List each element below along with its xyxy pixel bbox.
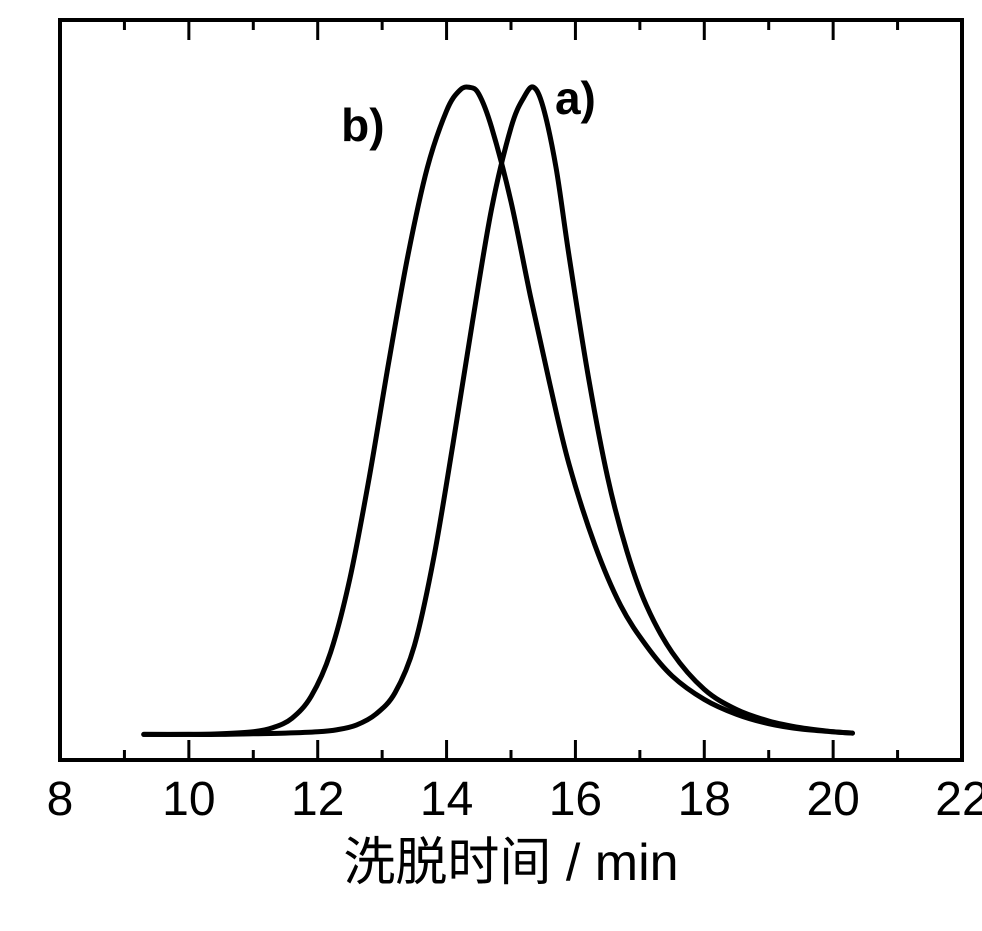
x-tick-label: 12 xyxy=(291,773,344,826)
x-tick-label: 18 xyxy=(678,773,731,826)
x-tick-label: 20 xyxy=(806,773,859,826)
series-label-b: b) xyxy=(341,99,384,151)
chart-container: 8 10 12 14 16 18 20 22 洗脱时间 / min a) b) xyxy=(0,0,982,931)
series-label-a: a) xyxy=(555,72,596,124)
chart-svg: 8 10 12 14 16 18 20 22 洗脱时间 / min a) b) xyxy=(0,0,982,931)
x-tick-label: 10 xyxy=(162,773,215,826)
x-tick-label: 8 xyxy=(47,773,74,826)
x-tick-label: 22 xyxy=(935,773,982,826)
x-axis-label: 洗脱时间 / min xyxy=(343,834,678,892)
x-tick-label: 14 xyxy=(420,773,473,826)
series-a xyxy=(144,87,853,735)
x-tick-label: 16 xyxy=(549,773,602,826)
